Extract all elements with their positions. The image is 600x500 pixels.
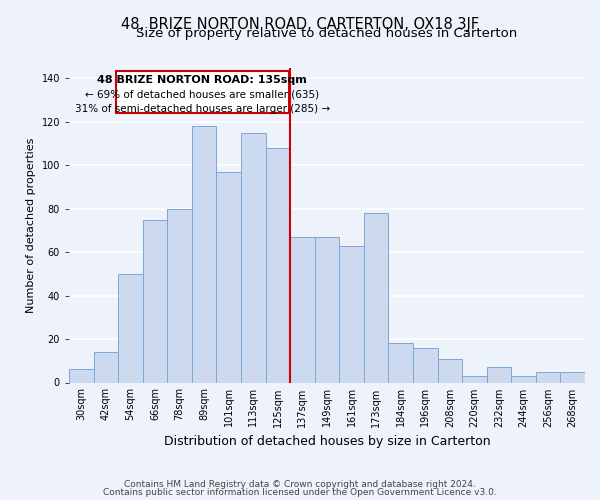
Bar — [217, 172, 241, 382]
Bar — [94, 352, 118, 382]
Text: Contains public sector information licensed under the Open Government Licence v3: Contains public sector information licen… — [103, 488, 497, 497]
Text: 48 BRIZE NORTON ROAD: 135sqm: 48 BRIZE NORTON ROAD: 135sqm — [97, 75, 307, 85]
Text: 31% of semi-detached houses are larger (285) →: 31% of semi-detached houses are larger (… — [75, 104, 330, 115]
Bar — [413, 348, 437, 382]
Bar — [167, 208, 192, 382]
Bar — [241, 132, 266, 382]
Bar — [388, 344, 413, 382]
Bar — [69, 370, 94, 382]
Bar — [462, 376, 487, 382]
Bar — [143, 220, 167, 382]
Text: ← 69% of detached houses are smaller (635): ← 69% of detached houses are smaller (63… — [85, 89, 319, 99]
Text: Contains HM Land Registry data © Crown copyright and database right 2024.: Contains HM Land Registry data © Crown c… — [124, 480, 476, 489]
Bar — [511, 376, 536, 382]
Bar — [116, 71, 289, 113]
Bar — [315, 237, 339, 382]
Bar — [192, 126, 217, 382]
Bar — [536, 372, 560, 382]
Bar — [339, 246, 364, 382]
Bar — [266, 148, 290, 382]
Bar — [364, 213, 388, 382]
X-axis label: Distribution of detached houses by size in Carterton: Distribution of detached houses by size … — [164, 435, 490, 448]
Bar — [437, 358, 462, 382]
Bar — [290, 237, 315, 382]
Title: Size of property relative to detached houses in Carterton: Size of property relative to detached ho… — [136, 27, 518, 40]
Bar — [487, 368, 511, 382]
Bar — [560, 372, 585, 382]
Bar — [118, 274, 143, 382]
Text: 48, BRIZE NORTON ROAD, CARTERTON, OX18 3JF: 48, BRIZE NORTON ROAD, CARTERTON, OX18 3… — [121, 18, 479, 32]
Y-axis label: Number of detached properties: Number of detached properties — [26, 138, 36, 312]
